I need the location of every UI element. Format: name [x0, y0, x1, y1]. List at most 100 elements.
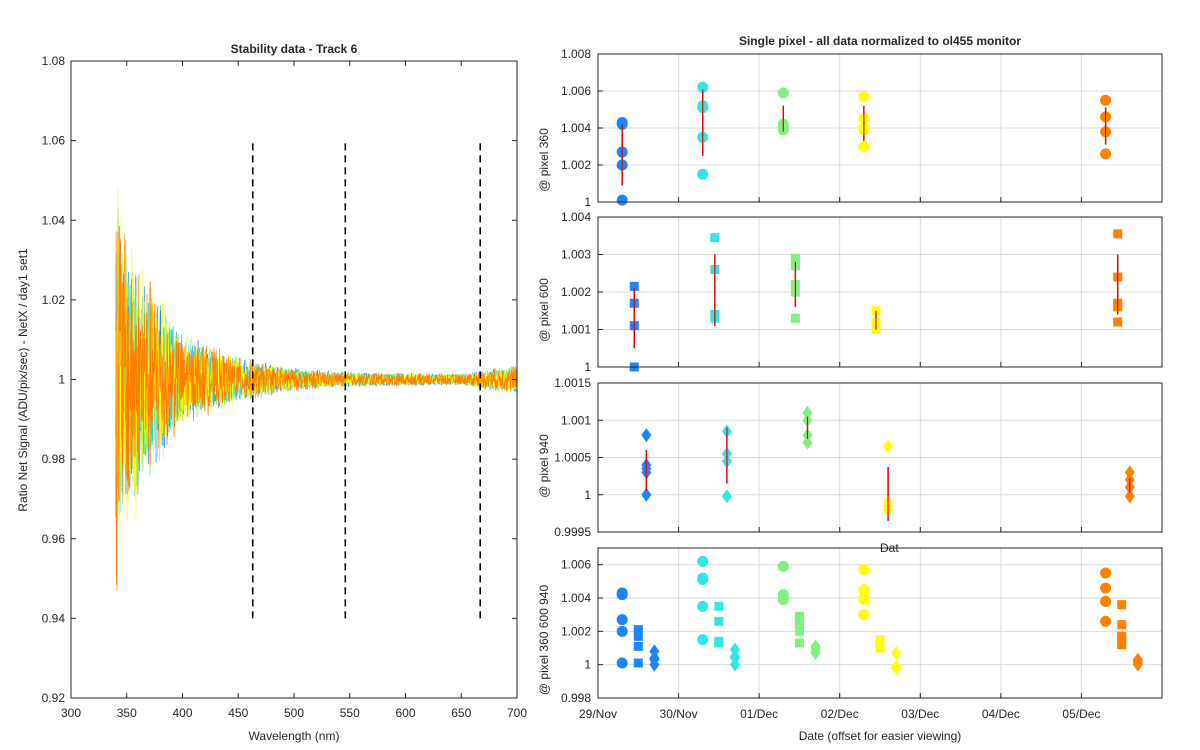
right-data-point — [1113, 317, 1123, 327]
right-ytick-label: 1.0015 — [554, 376, 591, 390]
right-xtick-label: 30/Nov — [660, 707, 698, 721]
right-data-point — [794, 626, 804, 636]
right-data-point — [1113, 229, 1123, 239]
right-ylabel: @ pixel 940 — [537, 434, 551, 498]
right-xtick-label: 03/Dec — [901, 707, 939, 721]
right-xtick-label: 29/Nov — [579, 707, 617, 721]
right-data-point — [777, 87, 789, 99]
right-data-point — [858, 141, 870, 152]
right-data-point — [1132, 657, 1143, 672]
right-data-point — [1100, 567, 1112, 579]
left-ytick-label: 1.06 — [42, 134, 66, 148]
right-data-point — [794, 615, 804, 625]
right-data-point — [633, 641, 643, 651]
right-data-point — [1100, 615, 1112, 627]
left-chart-title: Stability data - Track 6 — [231, 42, 358, 56]
right-data-point — [616, 657, 628, 669]
left-ytick-label: 1.02 — [42, 293, 66, 307]
right-data-point — [858, 91, 870, 103]
right-data-point — [629, 281, 639, 291]
left-ytick-label: 0.96 — [42, 532, 66, 546]
right-ytick-label: 1 — [584, 658, 591, 672]
right-ytick-label: 1 — [584, 195, 591, 209]
left-xtick-label: 350 — [117, 706, 137, 720]
right-ytick-label: 1.001 — [561, 413, 591, 427]
right-data-point — [1117, 640, 1127, 650]
right-data-point — [616, 614, 628, 626]
right-data-point — [641, 428, 652, 443]
right-data-point — [633, 625, 643, 635]
right-data-point — [721, 489, 732, 504]
right-subplot-3: 0.9995 1 1.0005 1.001 1.0015 @ pixel 940 — [537, 376, 1163, 539]
right-xtick-label: 02/Dec — [821, 707, 859, 721]
right-ytick-label: 1.002 — [561, 624, 591, 638]
right-data-point — [616, 589, 628, 601]
right-ytick-label: 1.004 — [561, 121, 591, 135]
right-data-point — [794, 638, 804, 648]
right-ytick-label: 1.004 — [561, 591, 591, 605]
right-ylabel: @ pixel 360 600 940 — [537, 585, 551, 696]
left-chart-xlabel: Wavelength (nm) — [249, 729, 340, 743]
right-data-point — [633, 658, 643, 668]
right-data-point — [697, 634, 709, 646]
left-series-line-5 — [115, 231, 517, 591]
overlapped-date-label-fragment: Dat — [880, 541, 899, 555]
right-data-point — [883, 439, 894, 454]
right-ytick-label: 1.0005 — [554, 451, 591, 465]
right-data-point — [1117, 600, 1127, 610]
left-chart: 300 350 400 450 500 550 600 650 700 0.92 0.94 0.96 0… — [42, 54, 528, 720]
right-data-point — [697, 555, 709, 567]
right-xtick-label: 05/Dec — [1062, 707, 1100, 721]
left-xtick-label: 550 — [340, 706, 360, 720]
right-subplot-2: 1 1.001 1.002 1.003 1.004 @ pixel 600 — [537, 210, 1163, 374]
left-xtick-label: 450 — [228, 706, 248, 720]
left-ytick-label: 0.98 — [42, 452, 66, 466]
right-data-point — [714, 638, 724, 648]
right-ytick-label: 1 — [584, 360, 591, 374]
right-subplot-frame — [597, 547, 1163, 699]
right-xtick-label: 04/Dec — [982, 707, 1020, 721]
right-data-point — [802, 435, 813, 450]
right-charts: 1 1.002 1.004 1.006 1.008 @ pixel 360 1 1.001 1.… — [537, 47, 1163, 721]
right-data-point — [858, 609, 870, 621]
right-data-point — [875, 641, 885, 651]
right-data-point — [1124, 465, 1135, 480]
right-xtick-label: 01/Dec — [740, 707, 778, 721]
right-data-point — [858, 584, 870, 596]
right-data-point — [858, 594, 870, 606]
right-ytick-label: 1.001 — [561, 323, 591, 337]
right-ylabel: @ pixel 360 — [537, 128, 551, 192]
right-ytick-label: 1.006 — [561, 558, 591, 572]
right-data-point — [790, 253, 800, 263]
right-data-point — [1117, 620, 1127, 630]
right-data-point — [875, 635, 885, 645]
left-xtick-label: 400 — [172, 706, 192, 720]
right-data-point — [710, 233, 720, 243]
left-ytick-label: 1 — [58, 373, 65, 387]
left-xtick-label: 300 — [61, 706, 81, 720]
left-ytick-label: 1.08 — [42, 54, 66, 68]
right-data-point — [891, 646, 902, 660]
right-ytick-label: 1.006 — [561, 84, 591, 98]
right-ytick-label: 1.004 — [561, 210, 591, 224]
right-data-point — [1124, 489, 1135, 504]
right-subplot-4: 0.998 1 1.002 1.004 1.006 @ pixel 360 600 940… — [537, 547, 1163, 721]
right-data-point — [697, 168, 709, 180]
left-xtick-label: 650 — [451, 706, 471, 720]
right-data-point — [697, 81, 709, 93]
left-ytick-label: 0.92 — [42, 691, 66, 705]
right-data-point — [729, 657, 740, 672]
right-data-point — [1100, 595, 1112, 607]
right-ytick-label: 1 — [584, 488, 591, 502]
right-data-point — [891, 661, 902, 675]
right-ytick-label: 1.003 — [561, 248, 591, 262]
right-data-point — [790, 313, 800, 323]
left-xtick-label: 600 — [395, 706, 415, 720]
right-data-point — [1100, 148, 1112, 160]
right-data-point — [649, 657, 660, 672]
right-data-point — [697, 600, 709, 612]
right-data-point — [810, 646, 821, 660]
right-ytick-label: 1.002 — [561, 285, 591, 299]
right-data-point — [1100, 582, 1112, 594]
